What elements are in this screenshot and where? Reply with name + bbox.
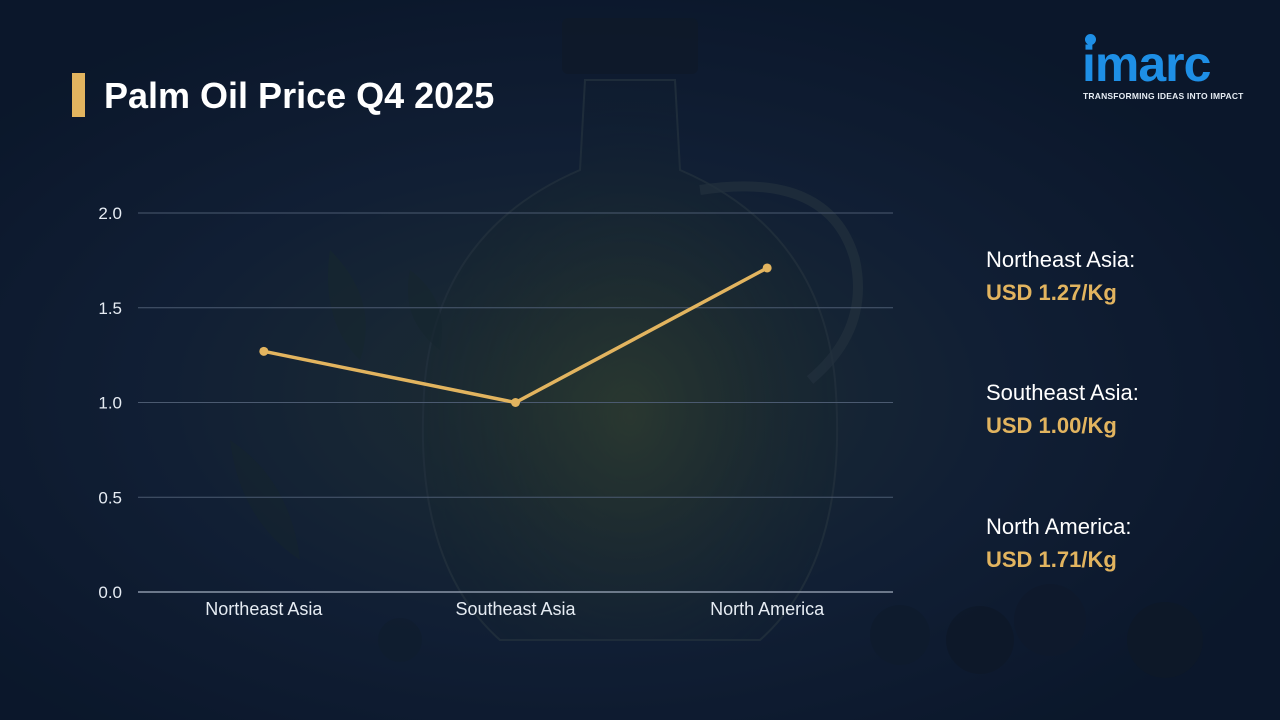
y-tick-label: 0.0 [98,583,122,602]
brand-name: imarc [1082,36,1211,92]
data-point [762,263,772,273]
price-value: USD 1.00/Kg [986,413,1117,438]
series-line [263,266,768,405]
price-item-north-america: North America: USD 1.71/Kg [986,513,1256,574]
data-point [259,346,269,356]
price-item-northeast-asia: Northeast Asia: USD 1.27/Kg [986,246,1256,307]
y-tick-label: 1.5 [98,299,122,318]
y-tick-label: 2.0 [98,204,122,223]
price-region-label: Northeast Asia: [986,247,1136,272]
title-accent-bar [72,73,85,117]
brand-logo-dot [1085,34,1096,45]
y-tick-label: 0.5 [98,488,122,507]
page-title: Palm Oil Price Q4 2025 [104,75,495,116]
brand-logo: imarc TRANSFORMING IDEAS INTO IMPACT [1082,34,1252,104]
x-tick-label: Southeast Asia [455,599,576,619]
data-point [511,398,520,407]
price-value: USD 1.27/Kg [986,280,1117,305]
y-tick-label: 1.0 [98,394,122,413]
x-tick-label: Northeast Asia [205,599,323,619]
brand-tagline: TRANSFORMING IDEAS INTO IMPACT [1083,91,1244,101]
x-tick-label: North America [710,599,825,619]
price-item-southeast-asia: Southeast Asia: USD 1.00/Kg [986,379,1256,440]
price-value: USD 1.71/Kg [986,547,1117,572]
price-region-label: North America: [986,514,1132,539]
price-region-label: Southeast Asia: [986,380,1139,405]
